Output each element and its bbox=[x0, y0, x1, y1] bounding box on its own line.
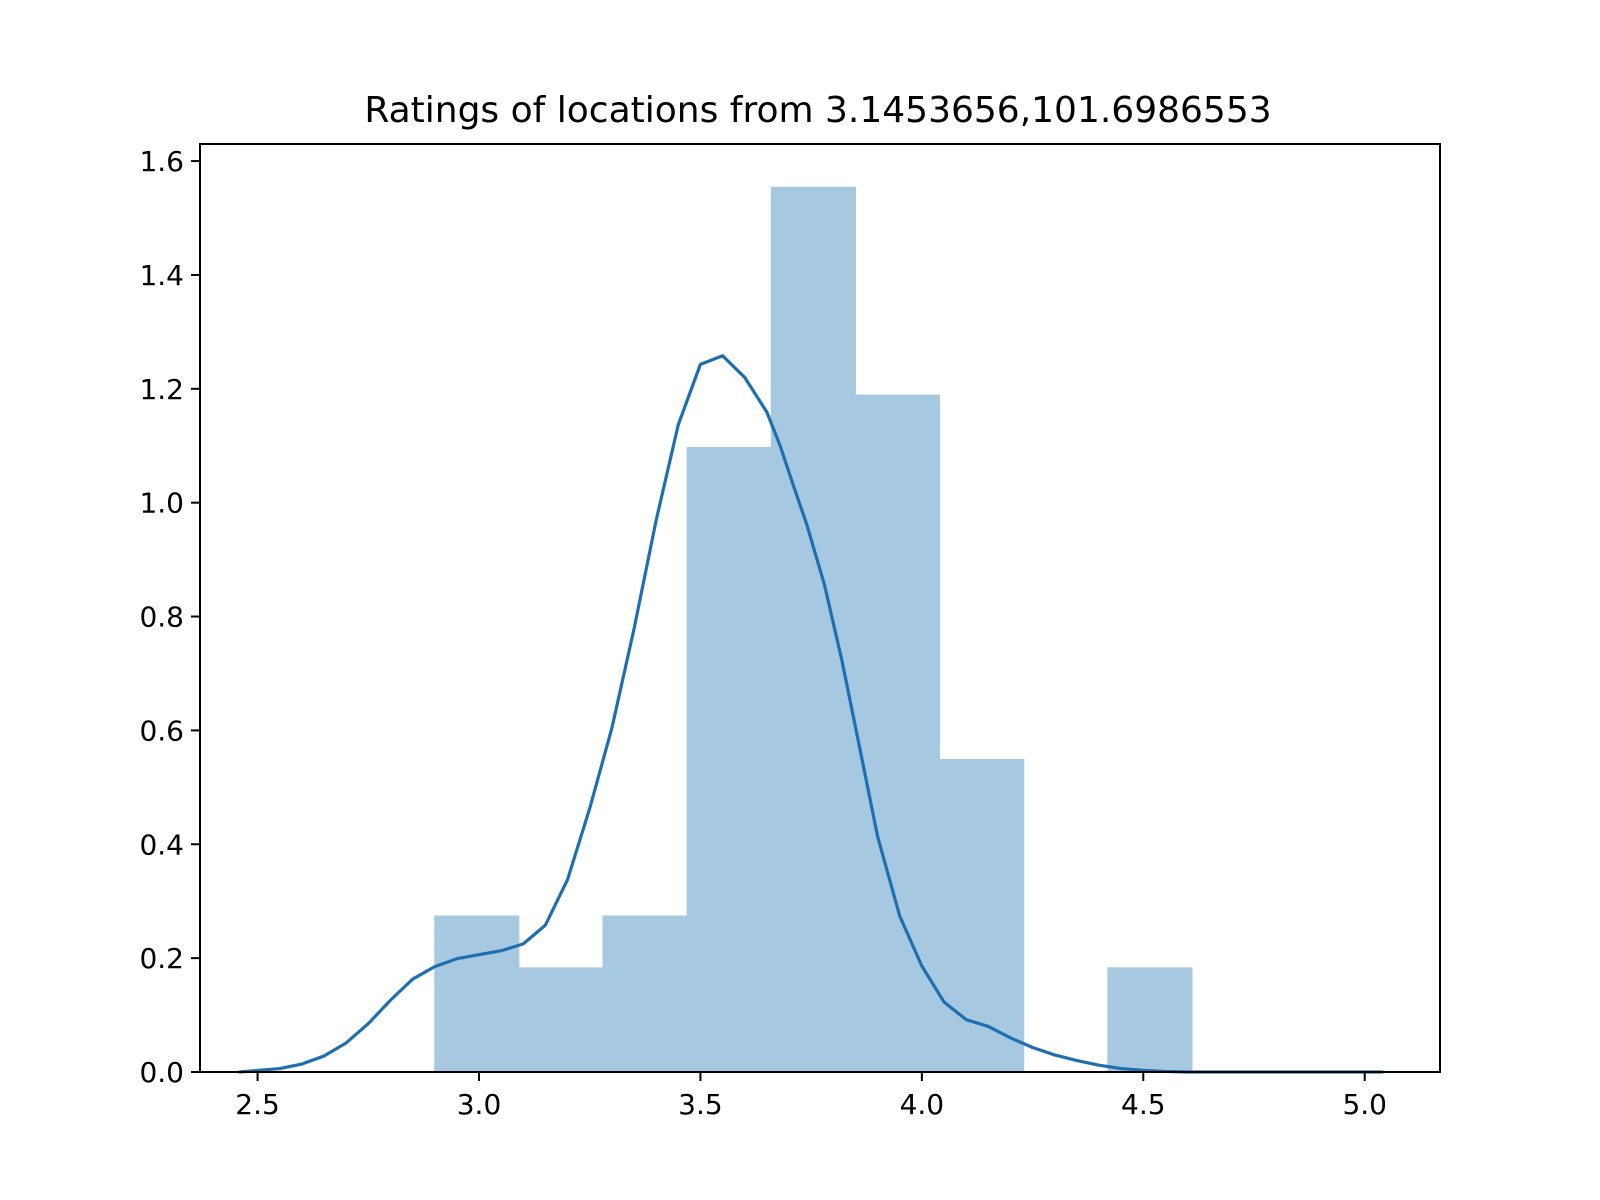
x-tick-label: 3.5 bbox=[678, 1088, 723, 1121]
y-tick-label: 0.2 bbox=[139, 942, 184, 975]
y-tick-label: 1.4 bbox=[139, 259, 184, 292]
axes: 2.5 3.0 3.5 4.0 4.5 5.0 0.0 0.2 0.4 0.6 0.8 1.0 1.2 1… bbox=[139, 143, 1441, 1121]
y-tick-label: 0.6 bbox=[139, 714, 184, 747]
histogram-bar-1 bbox=[518, 967, 604, 1073]
chart-title: Ratings of locations from 3.1453656,101.… bbox=[364, 90, 1271, 131]
x-tick-label: 2.5 bbox=[235, 1088, 280, 1121]
plot-frame bbox=[199, 143, 1441, 1073]
y-tick-label: 1.6 bbox=[139, 145, 184, 178]
histogram-bars bbox=[434, 186, 1193, 1073]
x-tick-label: 5.0 bbox=[1342, 1088, 1387, 1121]
x-tick-label: 4.0 bbox=[900, 1088, 945, 1121]
y-tick-label: 1.2 bbox=[139, 373, 184, 406]
histogram-bar-4 bbox=[770, 186, 856, 1073]
y-tick-label: 1.0 bbox=[139, 487, 184, 520]
x-tick-label: 3.0 bbox=[457, 1088, 502, 1121]
histogram-bar-2 bbox=[602, 915, 688, 1073]
histogram-bar-5 bbox=[854, 394, 941, 1073]
y-tick-label: 0.0 bbox=[139, 1056, 184, 1089]
histogram-bar-0 bbox=[434, 915, 520, 1073]
histogram-bar-6 bbox=[939, 758, 1025, 1073]
x-tick-label: 4.5 bbox=[1121, 1088, 1166, 1121]
y-tick-label: 0.4 bbox=[139, 828, 184, 861]
y-tick-label: 0.8 bbox=[139, 601, 184, 634]
histogram-bar-8 bbox=[1107, 967, 1193, 1073]
histogram-bar-3 bbox=[686, 446, 772, 1073]
